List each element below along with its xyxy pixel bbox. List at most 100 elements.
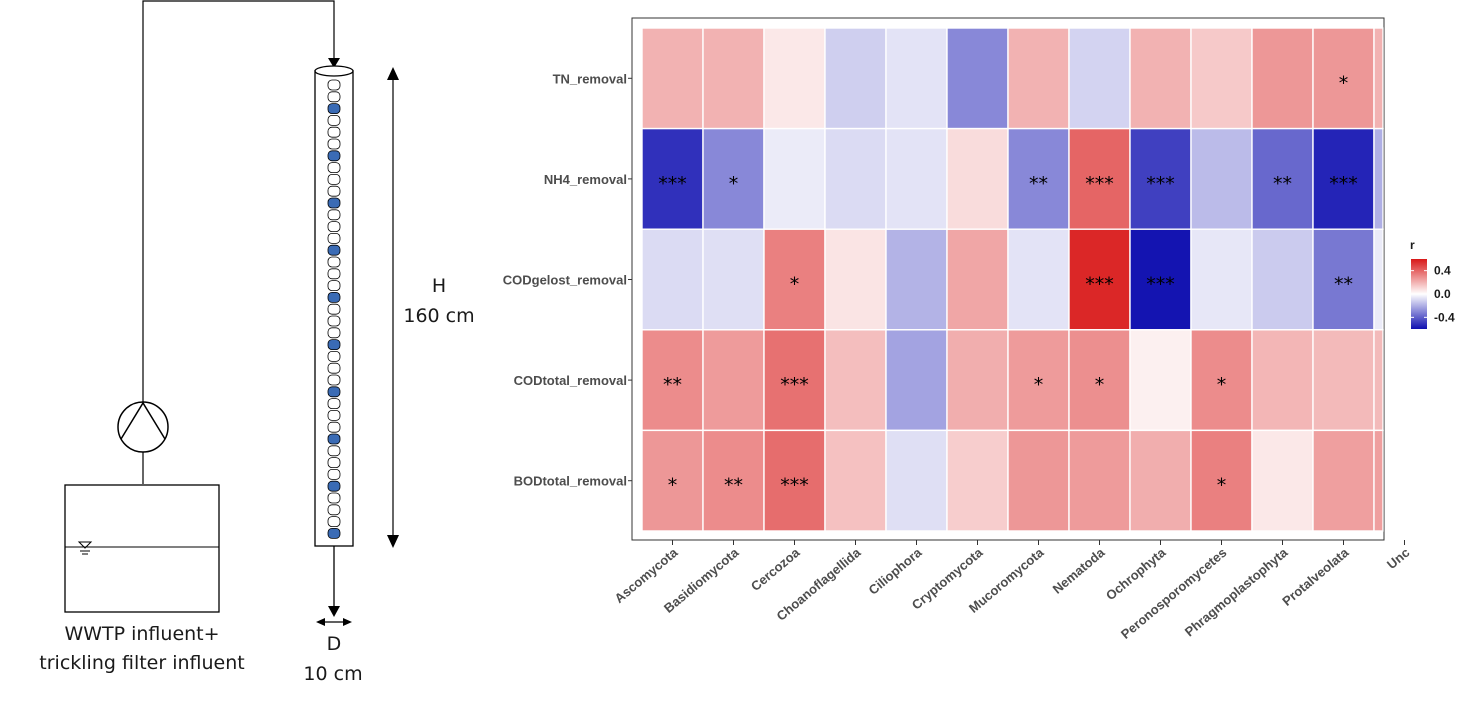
heatmap-cell <box>1373 429 1384 532</box>
column-label: Peronosporomycetes <box>1118 545 1229 642</box>
heatmap-cell <box>824 228 887 331</box>
inlet-arrowhead <box>328 58 340 68</box>
row-labels: TN_removal NH4_removal CODgelost_removal CO… <box>503 71 627 488</box>
significance-mark: * <box>1034 374 1044 396</box>
packing-element <box>327 504 341 516</box>
heatmap-cell <box>946 429 1009 532</box>
heatmap-cell <box>1129 127 1192 230</box>
heatmap-cell <box>824 127 887 230</box>
heatmap-cell <box>1129 329 1192 432</box>
column-label: Nematoda <box>1050 544 1108 596</box>
packing-element <box>327 115 341 126</box>
packing-element <box>327 209 341 221</box>
heatmap-cell <box>1190 27 1253 130</box>
heatmap-cell <box>1007 429 1070 532</box>
heatmap-cell <box>1190 329 1253 432</box>
packing-element <box>327 268 341 280</box>
heatmap-cell <box>702 429 765 532</box>
row-label: TN_removal <box>553 71 627 86</box>
column-label: Ciliophora <box>866 544 925 597</box>
packing-element-filled <box>327 244 341 256</box>
heatmap-cell <box>641 228 704 331</box>
heatmap-cell <box>1007 329 1070 432</box>
row-label: CODgelost_removal <box>503 273 627 288</box>
heatmap-cells <box>641 27 1384 532</box>
packing-element <box>327 91 341 103</box>
heatmap-cell <box>702 329 765 432</box>
heatmap-cell <box>1251 127 1314 230</box>
heatmap-cell <box>1190 127 1253 230</box>
packing-element <box>327 409 341 421</box>
diameter-value: 10 cm <box>303 663 362 685</box>
significance-marks: **** * ** *** *** ** **** *** *** **** *** * * ** ** **… <box>658 72 1358 496</box>
height-label: H <box>432 275 446 297</box>
packing-element <box>327 445 341 457</box>
legend-colorbar <box>1411 259 1427 329</box>
packing-element-filled <box>327 339 341 351</box>
significance-mark: *** <box>1085 173 1114 195</box>
packing-element <box>327 303 341 315</box>
column-label: Protalveolata <box>1279 544 1352 608</box>
packing-element <box>327 468 341 480</box>
legend-tick-label: 0.0 <box>1434 287 1451 301</box>
heatmap-cell <box>763 127 826 230</box>
heatmap-cell <box>946 27 1009 130</box>
heatmap-cell <box>885 429 948 532</box>
significance-mark: *** <box>1085 274 1114 296</box>
packing-element <box>327 315 341 327</box>
feed-pipe-upper <box>142 0 335 403</box>
heatmap-cell <box>1312 329 1375 432</box>
packing-element <box>327 421 341 433</box>
significance-mark: * <box>1339 72 1349 94</box>
column-label: Cercozoa <box>748 544 803 594</box>
packing-element <box>327 374 341 386</box>
heatmap-cell <box>641 27 704 130</box>
diameter-arrow <box>316 618 352 626</box>
packing-element <box>327 516 341 527</box>
heatmap-cell <box>1129 27 1192 130</box>
significance-mark: * <box>1217 374 1227 396</box>
heatmap-cell <box>946 329 1009 432</box>
heatmap-cell <box>1373 228 1384 331</box>
heatmap-cell <box>1373 329 1384 432</box>
heatmap-cell <box>885 329 948 432</box>
column-label: Phragmoplastophyta <box>1182 544 1291 639</box>
significance-mark: * <box>668 475 678 497</box>
heatmap-cell <box>702 27 765 130</box>
significance-mark: *** <box>1146 173 1175 195</box>
packing-element <box>327 79 341 91</box>
significance-mark: *** <box>780 475 809 497</box>
heatmap-cell <box>702 228 765 331</box>
packing-element <box>327 457 341 469</box>
tank-label-line1: WWTP influent+ <box>64 623 219 645</box>
heatmap-cell <box>1251 228 1314 331</box>
legend-title: r <box>1410 238 1415 252</box>
heatmap-cell <box>1068 329 1131 432</box>
packing-element-filled <box>327 103 341 114</box>
y-axis-ticks <box>628 77 632 482</box>
heatmap-cell <box>1373 127 1384 230</box>
significance-mark: *** <box>1146 274 1175 296</box>
heatmap-cell <box>1373 27 1384 130</box>
heatmap-cell <box>641 329 704 432</box>
diameter-label: D <box>327 633 342 655</box>
heatmap-cell <box>824 429 887 532</box>
significance-mark: ** <box>1029 173 1048 195</box>
packing-element <box>327 492 341 504</box>
significance-mark: ** <box>663 374 682 396</box>
packing-element <box>327 350 341 362</box>
heatmap-cell <box>763 329 826 432</box>
significance-mark: ** <box>724 475 743 497</box>
x-axis-ticks <box>672 540 1405 545</box>
packing-element <box>327 173 341 185</box>
packing-element-filled <box>327 291 341 303</box>
significance-mark: ** <box>1273 173 1292 195</box>
packing-element-filled <box>327 197 341 209</box>
packing-element-filled <box>327 386 341 398</box>
height-arrow <box>387 67 399 548</box>
heatmap-cell <box>1251 27 1314 130</box>
row-label: BODtotal_removal <box>514 474 627 489</box>
water-level-icon <box>77 541 93 555</box>
significance-mark: * <box>790 274 800 296</box>
packing-element <box>327 362 341 374</box>
